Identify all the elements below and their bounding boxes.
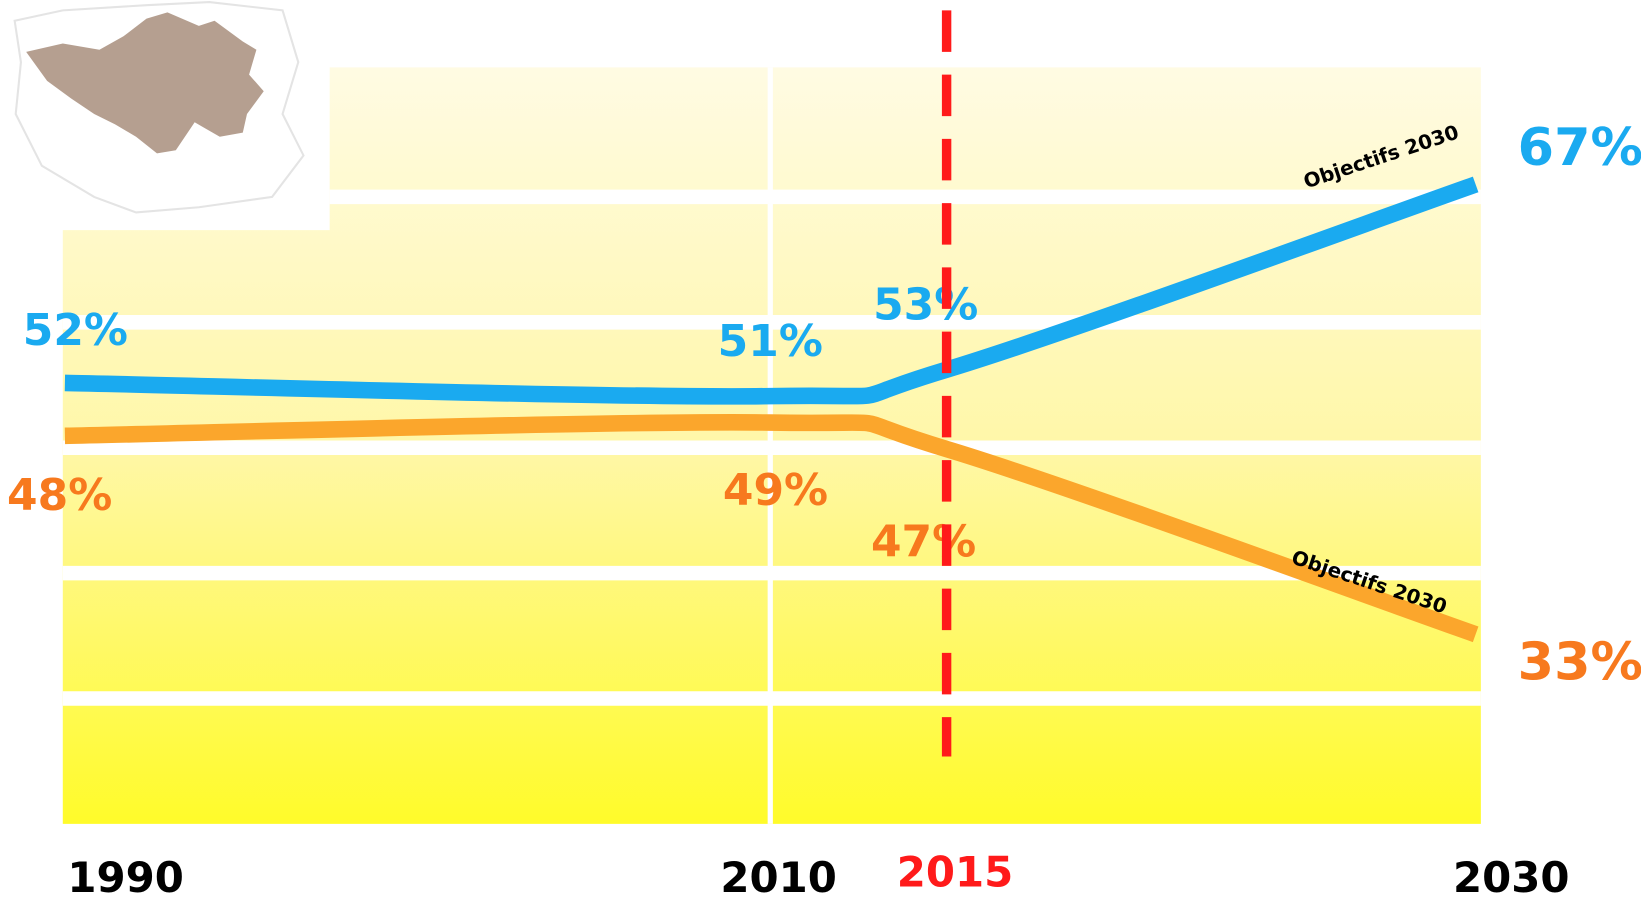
value-label: 53% [873, 280, 978, 331]
x-tick-label: 2015 [897, 848, 1013, 897]
value-label: 51% [718, 316, 823, 367]
series-line [64, 176, 1479, 405]
x-tick-label: 2030 [1453, 853, 1569, 902]
value-label: 33% [1518, 633, 1641, 693]
value-label: 47% [871, 517, 976, 568]
value-label: 52% [23, 305, 128, 356]
x-tick-label: 2010 [720, 853, 836, 902]
series-line [64, 414, 1479, 643]
value-label: 67% [1518, 118, 1641, 178]
map-region [26, 12, 264, 154]
value-label: 48% [7, 470, 112, 521]
value-label: 49% [723, 465, 828, 516]
x-tick-label: 1990 [67, 853, 183, 902]
